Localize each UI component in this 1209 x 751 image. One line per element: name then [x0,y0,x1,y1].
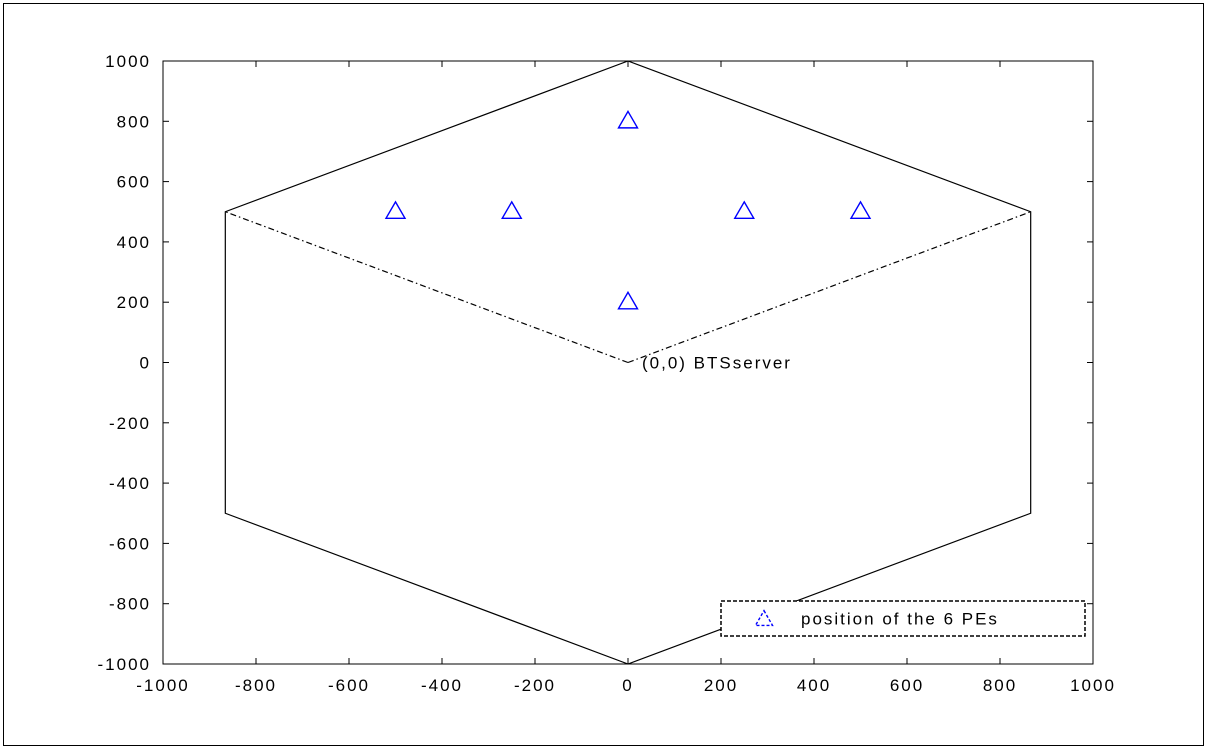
pe-triangle-marker [617,290,639,310]
pe-triangle-marker [501,200,523,220]
x-tick-label: -600 [328,676,370,695]
pe-triangle-marker [617,110,639,129]
x-tick-label: 0 [622,676,633,695]
pe-triangle-marker [849,200,872,220]
scatter-plot: -1000 -800 -600 -400 -200 0 200 400 600 800 1000 -1… [98,52,1116,695]
y-tick-label: 200 [117,293,151,312]
bts-annotation: (0,0) BTSserver [642,354,792,373]
y-tick-label: 600 [117,173,151,192]
pe-triangle-marker [384,200,407,220]
pe-markers [384,110,872,310]
x-tick-label: 400 [797,676,831,695]
bts-server-label: (0,0) BTSserver [642,354,792,373]
x-tick-label: -200 [514,676,556,695]
y-tick-label: 800 [117,112,151,131]
hexagon-cell [224,60,1032,665]
x-tick-label: 800 [983,676,1017,695]
axis-tick-labels: -1000 -800 -600 -400 -200 0 200 400 600 800 1000 -1… [98,52,1116,695]
figure-frame: -1000 -800 -600 -400 -200 0 200 400 600 800 1000 -1… [3,3,1204,746]
axis-ticks [162,60,1094,665]
y-tick-label: 0 [140,354,151,373]
x-tick-label: -400 [421,676,463,695]
y-tick-label: 1000 [105,52,151,71]
legend-triangle-icon [754,609,774,627]
legend-box [720,600,1086,637]
x-tick-label: 1000 [1070,676,1116,695]
y-tick-label: -200 [109,414,151,433]
x-tick-label: -1000 [136,676,189,695]
legend-label: position of the 6 PEs [801,610,999,629]
y-tick-label: -800 [109,595,151,614]
y-tick-label: 400 [117,233,151,252]
hexagon-outline [224,60,1032,665]
x-tick-label: 600 [890,676,924,695]
pe-triangle-marker [733,200,755,220]
y-tick-label: -600 [109,534,151,553]
x-tick-label: 200 [704,676,738,695]
y-tick-label: -1000 [98,655,151,674]
y-tick-label: -400 [109,474,151,493]
x-tick-label: -800 [235,676,277,695]
sector-boundary-line [225,211,629,364]
sector-boundary-line [627,211,1031,364]
legend: position of the 6 PEs [720,600,1086,637]
